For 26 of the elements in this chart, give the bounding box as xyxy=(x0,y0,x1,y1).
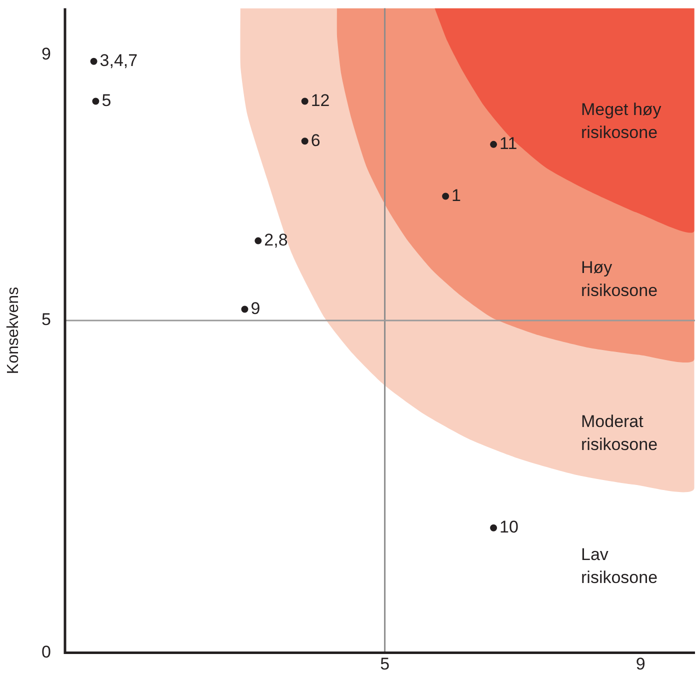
point xyxy=(301,98,308,105)
y-tick-label: 0 xyxy=(42,642,51,662)
point xyxy=(490,524,498,532)
y-tick-label: 5 xyxy=(42,310,51,330)
y-axis-title: Konsekvens xyxy=(5,286,22,374)
point xyxy=(254,237,262,244)
annotation: Meget høy risikosone xyxy=(581,99,662,144)
point xyxy=(241,306,248,313)
annotation: 9 xyxy=(250,298,260,318)
annotation: 10 xyxy=(500,518,518,537)
point xyxy=(90,58,98,65)
annotation: 3,4,7 xyxy=(100,51,138,70)
point xyxy=(490,140,498,148)
annotation: 12 xyxy=(310,90,330,110)
annotation: 5 xyxy=(102,90,112,110)
annotation: Moderat risikosone xyxy=(581,411,658,456)
annotation: 2,8 xyxy=(264,230,288,250)
point xyxy=(92,98,100,105)
point xyxy=(301,138,308,145)
point xyxy=(442,192,450,200)
annotation: 1 xyxy=(452,186,462,205)
y-tick-label: 9 xyxy=(42,44,51,64)
annotation: Lav risikosone xyxy=(581,544,658,589)
annotation: 6 xyxy=(310,130,320,150)
annotation: 11 xyxy=(500,134,518,154)
annotation: Høy risikosone xyxy=(581,257,658,302)
